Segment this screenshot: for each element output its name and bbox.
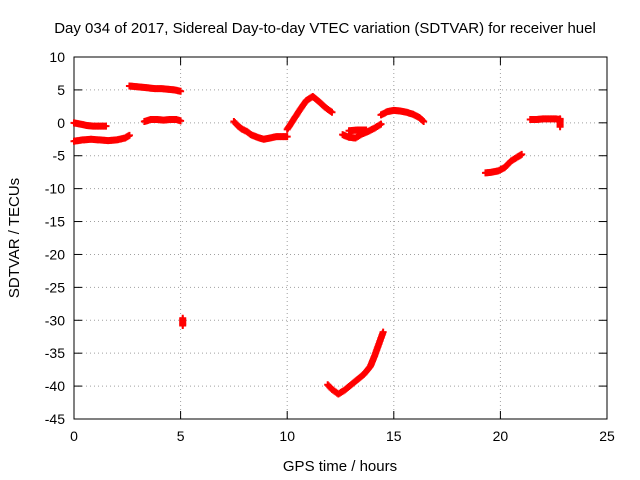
data-point — [556, 123, 564, 131]
data-point — [328, 108, 336, 116]
x-tick-labels: 0 5 10 15 20 25 — [70, 428, 615, 444]
x-tick-label: 5 — [177, 428, 185, 444]
x-tick-label: 15 — [386, 428, 402, 444]
y-tick-label: -20 — [45, 246, 65, 262]
y-tick-label: -5 — [53, 148, 66, 164]
y-tick-label: 5 — [57, 82, 65, 98]
y-tick-label: -25 — [45, 279, 65, 295]
data-point — [177, 117, 185, 125]
data-point — [179, 322, 187, 330]
data-point — [177, 87, 185, 95]
data-point — [125, 131, 133, 139]
x-tick-label: 20 — [493, 428, 509, 444]
y-tick-label: -35 — [45, 345, 65, 361]
y-tick-label: -15 — [45, 214, 65, 230]
data-point — [518, 150, 526, 158]
y-tick-label: -45 — [45, 411, 65, 427]
y-tick-label: -10 — [45, 181, 65, 197]
data-point — [102, 122, 110, 130]
grid — [74, 57, 607, 419]
chart-title: Day 034 of 2017, Sidereal Day-to-day VTE… — [54, 20, 596, 37]
x-tick-label: 0 — [70, 428, 78, 444]
y-tick-label: -30 — [45, 312, 65, 328]
data-points — [70, 82, 564, 398]
axis-ticks — [73, 56, 608, 420]
data-point — [420, 118, 428, 126]
y-tick-label: 0 — [57, 115, 65, 131]
y-tick-label: -40 — [45, 378, 65, 394]
x-axis-label: GPS time / hours — [283, 458, 397, 475]
data-point — [362, 126, 370, 134]
data-point — [379, 328, 387, 336]
y-tick-label: 10 — [49, 49, 65, 65]
plot-frame — [73, 56, 608, 420]
x-tick-label: 25 — [599, 428, 615, 444]
y-axis-label: SDTVAR / TECUs — [6, 178, 23, 298]
y-tick-labels: 10 5 0 -5 -10 -15 -20 -25 -30 -35 -40 -45 — [45, 49, 65, 427]
data-point — [377, 120, 385, 128]
x-tick-label: 10 — [279, 428, 295, 444]
data-point — [283, 133, 291, 141]
